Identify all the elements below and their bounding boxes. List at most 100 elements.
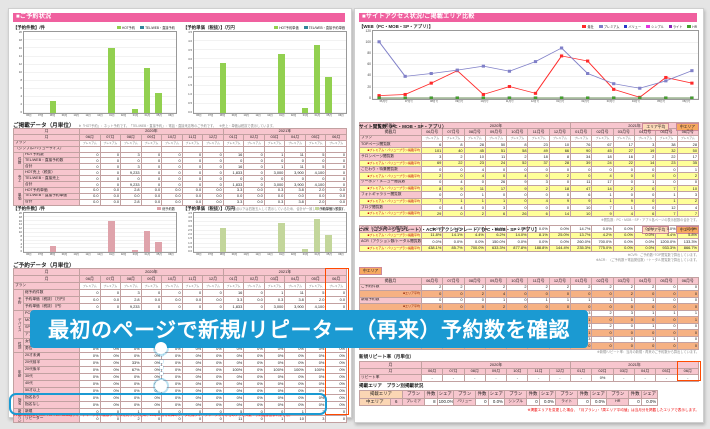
legend-item: TEL/WEB・直接予約 [140, 25, 175, 30]
cell: 6 [527, 210, 550, 218]
chart-legend: 予約単価（税抜） [314, 206, 345, 211]
cell: - [612, 374, 635, 382]
cell: 0% [243, 352, 265, 360]
cell: - [676, 374, 700, 382]
table-cvr-acr: CVR（ご予約数/TOP閲覧数） 0.0% 0.0% 7.7% 18.2% 0.0% 0.0… [359, 225, 700, 252]
cell: 6 [389, 397, 403, 406]
cell: 0% [161, 359, 183, 367]
note-cvr: ※CVR：ご予約数÷TOP閲覧数で算出しています。 [627, 253, 699, 257]
legend-swatch-icon [116, 26, 121, 29]
cell: プレミアム [222, 282, 245, 290]
chart-legend: 総予約数 [157, 206, 175, 211]
cell: 09月 [140, 275, 163, 283]
table-row: 月 06月 07月 08月 09月 10月 11月 12月 01月 02月 03月 04月 05月 06月 [12, 275, 347, 283]
cell: 0 [325, 151, 347, 159]
cell: シェア [640, 390, 659, 399]
cell: 0% [99, 380, 122, 388]
table-subnote-listing: ※小数点以下は四捨五入して表示しているため、合計が一致しない場合があります。 [226, 206, 347, 211]
cell: 04月 [284, 275, 306, 283]
table-row: 20代後半 0% 0% 67% 0% 0% 0% 0% 100% 0% 100% 100% 100% 0% [14, 366, 347, 374]
legend-item: 貴社 [582, 24, 594, 29]
cell: 0% [181, 366, 204, 374]
cell: 0.0% [589, 397, 608, 406]
cell: プレミアム [284, 282, 306, 290]
cell: 件数 [475, 390, 489, 399]
cvr-section: CVR（コンバージョンレート）・ACR（アクションレート）【PC・MOB・SP・… [359, 218, 700, 262]
tab-mid-area-compare: 中エリア [359, 267, 383, 275]
cell: プレミアム [161, 282, 183, 290]
cell: 0% [325, 401, 347, 409]
table-row: プラン プレミアム プレミアム プレミアム プレミアム プレミアム プレミアム プレミアム プレ… [359, 134, 700, 142]
table-title-cvr: CVR（コンバージョンレート）・ACR（アクションレート）【PC・MOB・SP・… [359, 227, 540, 232]
cell: 合計 [22, 181, 81, 188]
cell: 06月 [79, 275, 101, 283]
cell: 0 [325, 169, 347, 177]
table-row: 予約単価（税抜）（円） 0 0 9,233 0 0 0 0 1,833 0 3,000 3,900 4,… [14, 303, 347, 311]
cell: - [548, 374, 572, 382]
cell: 0 [140, 289, 163, 297]
y-axis: 4.5 4.0 3.5 3.0 2.5 2.0 1.5 1.0 0.5 0.0 [188, 30, 192, 115]
cell: 0% [243, 366, 265, 374]
cell: 0% [304, 373, 327, 381]
cell: 0.0 [325, 296, 347, 304]
repeat-rate-section: ※新規/リピート率：当月の新規・再来のご予約数から算出しています。 新規リピート… [359, 349, 700, 382]
cell: 08月 [120, 275, 142, 283]
cell: 2.8 [120, 296, 142, 304]
cell: 100.0% [436, 397, 454, 406]
bar [301, 107, 309, 113]
table-row: ■プレミアム・バリュープラン掲載平均 438.1% 85.7% 700.0% 633.3… [359, 244, 700, 252]
cell: 7 [676, 210, 700, 218]
bar [155, 92, 162, 113]
cell: 0.0 [325, 198, 347, 206]
x-axis: 06月 07月 08月 09月 10月 11月 12月 01月 02月 03月 04月 05月 06月 [196, 253, 344, 256]
top-chart-row: 【予約件数】/件 HOT予約 TEL/WEB・直接予約 20 18 16 14 12 10 8 6 4… [13, 24, 347, 120]
bar [325, 77, 332, 113]
cell: 633.3% [484, 244, 508, 252]
legend-item: ライト [668, 24, 682, 29]
cell: プレミアム [263, 282, 286, 290]
cell: 中エリア [359, 397, 391, 406]
cell: 0 [243, 289, 265, 297]
legend-item: バリュー [624, 24, 641, 29]
cell: 0 [628, 397, 642, 406]
bar [278, 53, 285, 113]
cell: プラン [401, 390, 426, 399]
note-acr: ※ACR：（ご予約数＋電話発信数）÷トータル閲覧数で算出しています。 [595, 258, 699, 262]
cell: 0 [181, 289, 204, 297]
table-row: 指名なし 0% 0% 0% 0% 0% 0% 0% 0% 0% 0% 0% 0% 0% [14, 401, 347, 409]
cell: プラン [12, 282, 81, 290]
site-views-section: サイト閲覧数（PC・MOB・SP・アプリ） エリア平均 中エリア 掲載年 2020… [359, 115, 700, 223]
chart-access-trend: 【WEB（PC・MOB・SP・アプリ）】 貴社 プレミアム バリュー シンプル ライト HR… [359, 23, 699, 115]
cell: 0% [284, 380, 306, 388]
cell: シェア [589, 390, 608, 399]
cell: 合計 [22, 163, 81, 171]
cell: HR [605, 397, 630, 406]
table-row: リピーター 0 0 2 0 0 0 0 11 0 1 10 3 0 [14, 415, 347, 423]
cell: ■プレミアム・バリュープラン掲載平均 [359, 244, 422, 252]
cell: 0% [181, 359, 204, 367]
chart-title: 【予約件数】/件 [13, 205, 45, 211]
legend-swatch-icon [140, 26, 145, 29]
cell: 0% [325, 380, 347, 388]
table-row: 合計 0.0 0.0 2.8 0.0 0.0 0.0 0.0 3.3 0.0 0.3 3.8 2.0 0.… [14, 198, 347, 206]
cell: プレミアム [79, 282, 101, 290]
note-site-views: ※閲覧数：PC・MOB・SP・アプリ各ページの表示回数の合計です。 [601, 218, 699, 223]
cell: 0% [202, 366, 224, 374]
table-plan-share: 掲載エリア プラン 件数 シェア プラン 件数 シェア プラン 件数 シェア プラン 件数 シェア プラン… [359, 390, 659, 406]
table-note-listing: ※「HOT予約」：ネット予約です。「TEL/WEB・直接予約」：電話・直接来店等… [78, 124, 276, 128]
cell: 40代 [22, 380, 81, 388]
bar [313, 44, 320, 113]
cell: プレミアム [202, 282, 224, 290]
table-row: 月 06月 07月 08月 09月 10月 11月 12月 01月 02月 03月 04月 05月 06月 [359, 367, 700, 375]
cell: 0% [181, 380, 204, 388]
chart-legend: HOT予約 TEL/WEB・直接予約 [116, 25, 175, 30]
table-row: ■エリア平均 0 0 2 4 0 0 0 0 0 2 0 0 0 [359, 290, 700, 298]
cell: 0 [325, 175, 347, 183]
cell: 0% [202, 380, 224, 388]
cell: - [484, 374, 508, 382]
cell: 単価 [13, 186, 24, 206]
legend-item: 総予約数 [157, 206, 175, 211]
table-row: ■プレミアム・バリュープラン掲載平均 29 0 2 6 26 6 14 10 9 4 6 7 7 [359, 210, 700, 218]
